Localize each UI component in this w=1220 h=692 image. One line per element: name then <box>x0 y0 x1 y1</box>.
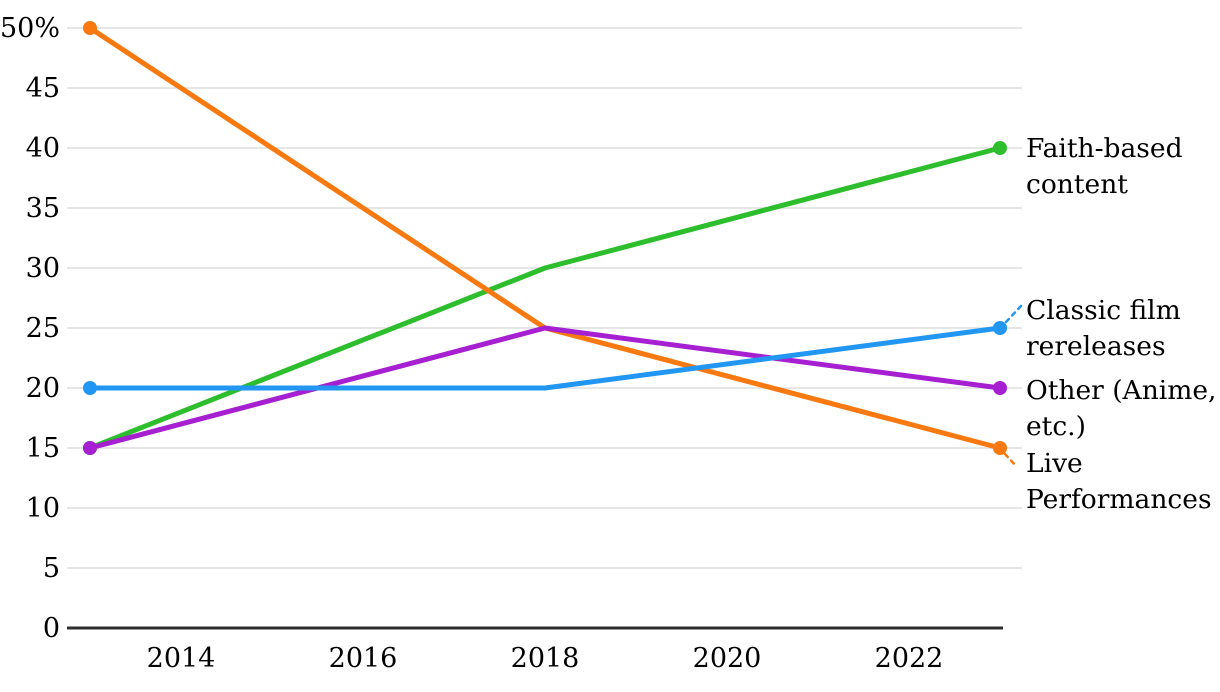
series-line-other-anime-etc <box>87 325 1003 451</box>
x-tick-label-2018: 2018 <box>511 643 580 674</box>
series-label-faith-based-content: Faith-based <box>1026 133 1183 164</box>
y-tick-label-10: 10 <box>26 493 60 524</box>
y-tick-label-5: 5 <box>43 553 60 584</box>
y-tick-label-20: 20 <box>26 373 60 404</box>
series-label-classic-film-rereleases: Classic film <box>1026 295 1181 326</box>
leader-line-classic-film-rereleases <box>1004 304 1023 324</box>
series-label-classic-film-rereleases: rereleases <box>1026 331 1166 362</box>
y-tick-label-40: 40 <box>26 133 60 164</box>
series-point-other-anime-etc <box>83 441 97 455</box>
leader-line-live-performances <box>1003 452 1019 469</box>
y-tick-label-30: 30 <box>26 253 60 284</box>
y-tick-label-25: 25 <box>26 313 60 344</box>
y-tick-label-35: 35 <box>26 193 60 224</box>
series-point-other-anime-etc <box>993 381 1007 395</box>
x-tick-label-2022: 2022 <box>875 643 944 674</box>
series-label-live-performances: Live <box>1026 448 1083 479</box>
series-point-classic-film-rereleases <box>993 321 1007 335</box>
y-tick-label-45: 45 <box>26 73 60 104</box>
series-point-live-performances <box>993 441 1007 455</box>
series-point-classic-film-rereleases <box>83 381 97 395</box>
series-label-other-anime-etc: Other (Anime, <box>1026 375 1216 406</box>
x-tick-label-2014: 2014 <box>147 643 216 674</box>
series-label-other-anime-etc: etc.) <box>1026 411 1086 442</box>
series-line-live-performances <box>87 25 1003 451</box>
series-label-faith-based-content: content <box>1026 169 1128 200</box>
series-label-live-performances: Performances <box>1026 484 1212 515</box>
y-tick-label-50: 50% <box>0 13 60 44</box>
y-tick-label-0: 0 <box>43 613 60 644</box>
x-tick-label-2020: 2020 <box>693 643 762 674</box>
series-point-live-performances <box>83 21 97 35</box>
series-line-faith-based-content <box>87 145 1003 451</box>
series-point-faith-based-content <box>993 141 1007 155</box>
series-line-classic-film-rereleases <box>87 325 1003 391</box>
x-tick-label-2016: 2016 <box>329 643 398 674</box>
y-tick-label-15: 15 <box>26 433 60 464</box>
